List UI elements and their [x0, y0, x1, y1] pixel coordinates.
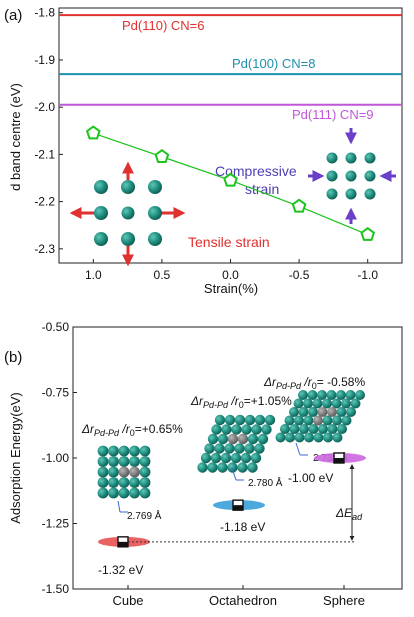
series-strain-dband	[85, 125, 376, 241]
reference-lines: Pd(110) CN=6 Pd(100) CN=8 Pd(111) CN=9	[59, 14, 402, 122]
x-tick-label: 0.0	[222, 268, 239, 282]
cube-cluster-illustration: 2.769 Å	[97, 445, 162, 522]
compressive-strain-label-1: Compressive	[215, 163, 297, 179]
y-tick-label-b: -1.25	[42, 517, 70, 531]
panel-a: (a) Pd(110) CN=6 Pd(100) CN=8 Pd(111) CN=9…	[4, 6, 403, 296]
category-label: Sphere	[323, 593, 365, 608]
y-tick-label: -2.3	[34, 242, 55, 256]
value-label: -1.32 eV	[98, 563, 143, 577]
data-point	[85, 125, 101, 140]
y-tick-label: -2.1	[34, 147, 55, 161]
strain-label: ΔrPd-Pd /r0=+0.65%	[81, 422, 183, 438]
y-tick-label-b: -1.00	[42, 451, 70, 465]
y-axis-label-b: Adsorption Energy(eV)	[8, 392, 23, 524]
y-axis-ticks: -1.8 -1.9 -2.0 -2.1 -2.2 -2.3	[34, 6, 63, 256]
y-tick-label-b: -0.75	[42, 386, 70, 400]
panel-a-label: (a)	[4, 7, 22, 24]
y-tick-label-b: -0.50	[42, 320, 70, 334]
x-tick-label: 0.5	[154, 268, 171, 282]
reference-line-label-1: Pd(100) CN=8	[232, 56, 315, 71]
reference-line-label-2: Pd(111) CN=9	[292, 107, 374, 122]
x-axis-categories: Cube Octahedron Sphere	[112, 585, 365, 608]
category-label: Octahedron	[209, 593, 277, 608]
category-label: Cube	[112, 593, 143, 608]
value-label: -1.18 eV	[220, 520, 265, 534]
value-label: -1.00 eV	[288, 471, 333, 485]
panel-b-label: (b)	[4, 349, 22, 366]
x-axis-ticks: 1.0 0.5 0.0 -0.5 -1.0	[85, 259, 378, 282]
panel-b: (b) -0.50 -0.75 -1.00 -1.25 -1.50 Cube Octahe…	[4, 320, 403, 608]
octahedron-cluster-illustration: 2.780 Å	[197, 414, 283, 489]
compressive-strain-label-2: strain	[245, 181, 279, 197]
x-tick-label: -0.5	[289, 268, 310, 282]
y-tick-label: -2.2	[34, 195, 55, 209]
data-point	[291, 198, 307, 213]
x-axis-label: Strain(%)	[204, 281, 258, 296]
bond-length-octahedron: 2.780 Å	[248, 476, 283, 489]
strain-labels: ΔrPd-Pd /r0=+0.65% ΔrPd-Pd /r0=+1.05% ΔrPd…	[81, 375, 365, 438]
y-tick-label: -1.8	[34, 6, 55, 20]
strain-label: ΔrPd-Pd /r0= -0.58%	[263, 375, 365, 391]
adsorption-point-cube	[98, 536, 150, 548]
adsorption-point-octahedron	[213, 499, 265, 511]
tensile-lattice-illustration	[69, 161, 186, 267]
strain-label: ΔrPd-Pd /r0=+1.05%	[190, 394, 292, 410]
data-point	[154, 148, 170, 163]
y-axis-label: d band centre (eV)	[8, 83, 23, 191]
y-axis-ticks-b: -0.50 -0.75 -1.00 -1.25 -1.50	[42, 320, 77, 596]
reference-line-label-0: Pd(110) CN=6	[122, 18, 205, 33]
y-tick-label: -2.0	[34, 100, 55, 114]
delta-e-label: ΔEad	[335, 506, 363, 522]
y-tick-label-b: -1.50	[42, 582, 70, 596]
data-point	[223, 172, 238, 187]
y-tick-label: -1.9	[34, 53, 55, 67]
compressive-lattice-illustration	[308, 128, 396, 224]
series-adsorption-energy: -1.32 eV -1.18 eV -1.00 eV	[98, 452, 366, 577]
x-tick-label: 1.0	[85, 268, 102, 282]
adsorption-point-sphere	[314, 452, 366, 464]
tensile-strain-label: Tensile strain	[188, 234, 270, 250]
x-tick-label: -1.0	[357, 268, 378, 282]
data-point	[360, 226, 376, 241]
bond-length-cube: 2.769 Å	[127, 509, 162, 522]
